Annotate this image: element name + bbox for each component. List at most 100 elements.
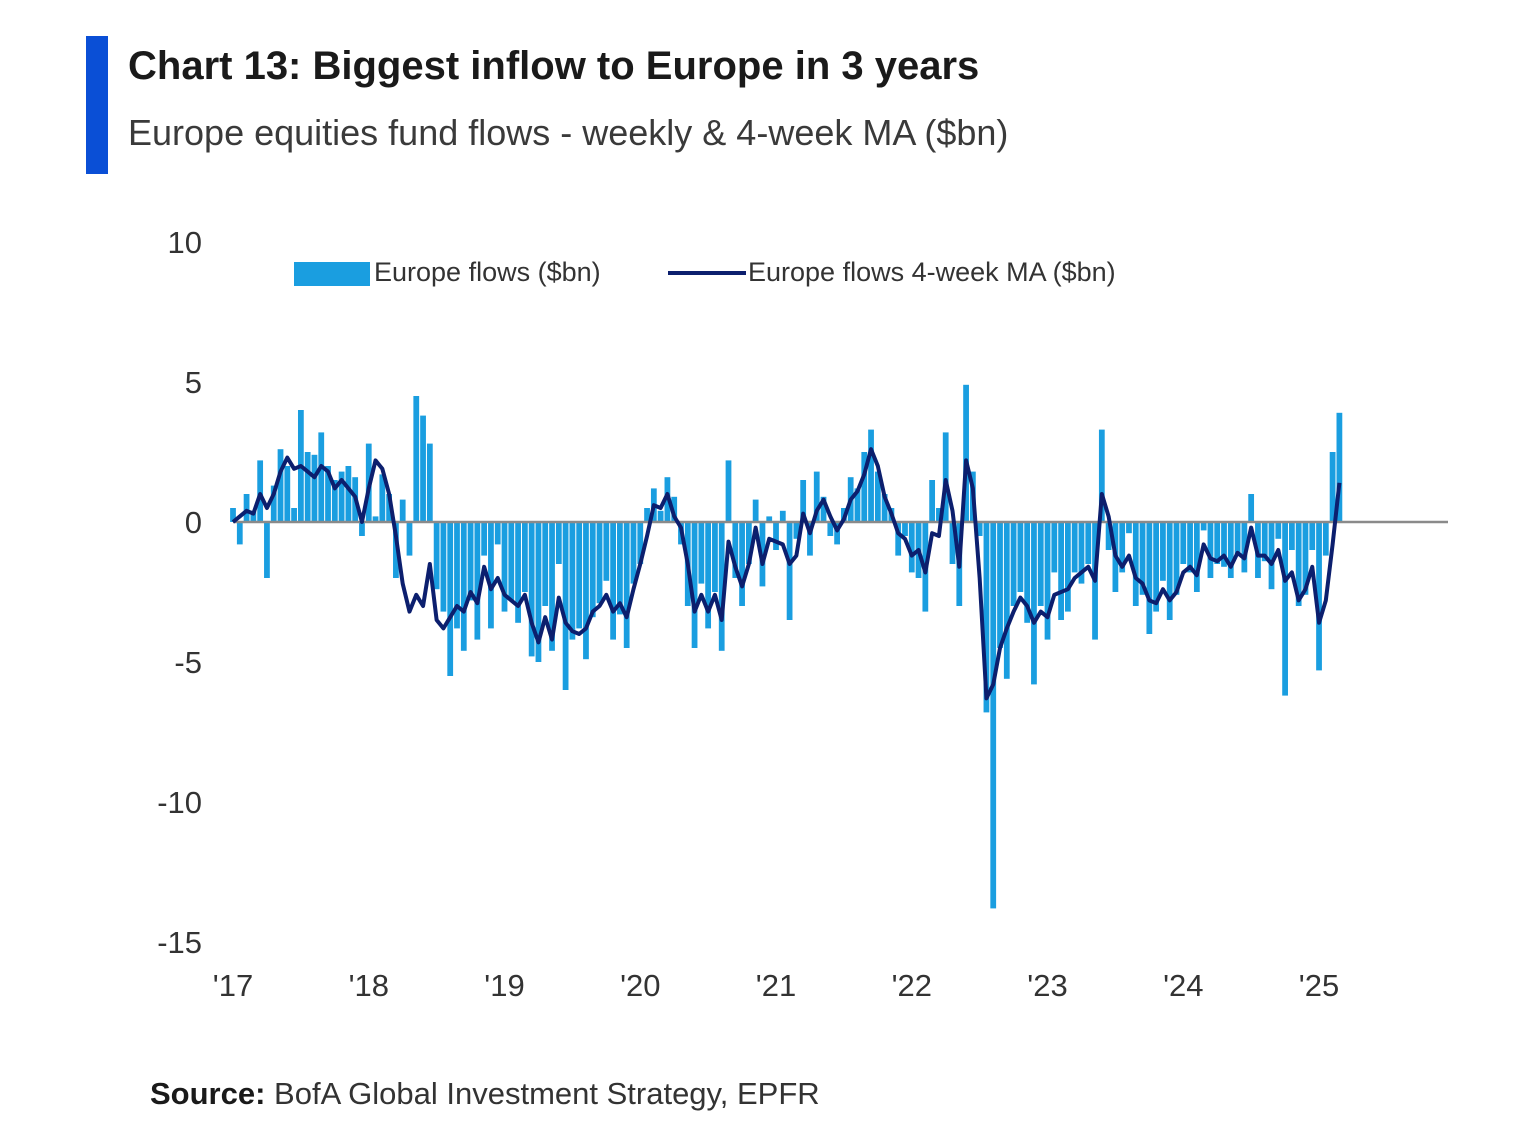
flow-bar — [359, 522, 365, 536]
flow-bar — [1302, 522, 1309, 595]
flow-bar — [800, 480, 807, 522]
flow-bar — [691, 522, 698, 648]
flow-bar — [861, 452, 868, 522]
flow-bar — [610, 522, 616, 640]
flow-bar — [997, 522, 1003, 648]
flow-bar — [698, 522, 705, 584]
flow-bar — [501, 522, 508, 612]
flow-bar — [990, 522, 997, 909]
flow-bar — [1037, 522, 1044, 606]
flow-bar — [779, 510, 786, 522]
flow-bar — [284, 466, 291, 522]
legend: Europe flows ($bn) Europe flows 4-week M… — [294, 257, 1116, 287]
x-tick-label: '25 — [1299, 968, 1339, 1003]
x-tick-label: '20 — [620, 968, 660, 1003]
x-tick-label: '24 — [1163, 968, 1203, 1003]
y-axis: 10 5 0 -5 -10 -15 — [157, 225, 202, 960]
flow-bar — [542, 522, 549, 606]
ma-series-line — [231, 447, 1342, 701]
flow-bar — [1336, 412, 1343, 522]
chart-subtitle: Europe equities fund flows - weekly & 4-… — [128, 112, 1009, 153]
flow-bar — [623, 522, 630, 648]
flow-bar — [1010, 522, 1017, 606]
flow-bar — [406, 522, 413, 556]
legend-label-ma: Europe flows 4-week MA ($bn) — [748, 257, 1116, 287]
flow-bar — [1322, 522, 1329, 556]
flow-bar — [460, 522, 467, 651]
flow-bar — [895, 522, 902, 556]
flow-bar — [515, 522, 521, 623]
flow-bar — [1207, 522, 1214, 578]
chart-title: Chart 13: Biggest inflow to Europe in 3 … — [128, 44, 980, 88]
flow-bar — [739, 522, 745, 606]
x-tick-label: '18 — [349, 968, 389, 1003]
flow-bar — [902, 522, 908, 536]
flow-bar — [270, 485, 277, 522]
x-axis: '17 '18 '19 '20 '21 '22 '23 '24 '25 — [213, 968, 1339, 1003]
flow-bar — [1160, 522, 1166, 581]
flow-bar — [1031, 522, 1037, 685]
flow-bar — [1268, 522, 1275, 590]
flow-bar — [1085, 522, 1092, 564]
flow-bar — [413, 396, 420, 522]
source-label: Source: — [150, 1076, 266, 1111]
flow-bar — [1234, 522, 1241, 556]
flow-bar — [325, 466, 331, 522]
flow-bar — [657, 510, 664, 522]
flow-bar — [1173, 522, 1180, 595]
x-tick-label: '23 — [1027, 968, 1067, 1003]
flow-bar — [508, 522, 515, 601]
x-tick-label: '19 — [484, 968, 524, 1003]
flow-bar — [311, 454, 318, 522]
flow-bar — [1316, 522, 1322, 671]
flow-bar — [521, 522, 528, 592]
flow-bar — [331, 480, 338, 522]
flow-bar — [1227, 522, 1234, 578]
flow-bar — [1241, 522, 1248, 573]
flow-bar — [1248, 494, 1255, 522]
flow-bar — [725, 460, 732, 522]
flow-bar — [705, 522, 712, 629]
flow-bar — [820, 496, 827, 522]
flow-bar — [1221, 522, 1227, 567]
flow-bar — [1180, 522, 1187, 564]
flow-bar — [264, 522, 270, 578]
flow-bar — [1065, 522, 1071, 612]
flow-bar — [712, 522, 718, 592]
x-tick-label: '21 — [756, 968, 796, 1003]
flow-bar — [277, 449, 284, 522]
flow-bar — [386, 494, 392, 522]
flow-bar — [488, 522, 494, 629]
flow-bar — [644, 508, 650, 522]
flow-bar — [528, 522, 535, 657]
flow-bar — [718, 522, 725, 651]
flow-bar — [583, 522, 589, 660]
flow-bar — [1105, 522, 1112, 550]
flow-bar — [1044, 522, 1051, 640]
flow-bar — [1329, 452, 1336, 522]
flow-bar — [1309, 522, 1316, 550]
flow-bar — [576, 522, 583, 629]
flow-bar — [827, 522, 834, 536]
y-tick-label: -10 — [157, 785, 202, 820]
flow-bar — [936, 508, 942, 522]
flow-bar — [773, 522, 779, 550]
flow-bar — [617, 522, 623, 615]
flow-bar — [1071, 522, 1078, 573]
flow-bar — [569, 522, 576, 640]
flow-bar — [426, 443, 433, 522]
flow-bar — [1200, 522, 1207, 531]
flow-bar — [379, 474, 386, 522]
flow-bar — [589, 522, 596, 618]
flow-bar — [732, 522, 739, 578]
flow-bar — [454, 522, 460, 629]
flow-bar — [1017, 522, 1024, 592]
x-tick-label: '22 — [892, 968, 932, 1003]
flow-bar — [250, 510, 257, 522]
flow-bar — [304, 452, 311, 522]
flow-bar — [1098, 429, 1105, 522]
legend-label-flows: Europe flows ($bn) — [374, 257, 601, 287]
bars-layer — [230, 384, 1343, 909]
y-tick-label: 0 — [185, 505, 202, 540]
